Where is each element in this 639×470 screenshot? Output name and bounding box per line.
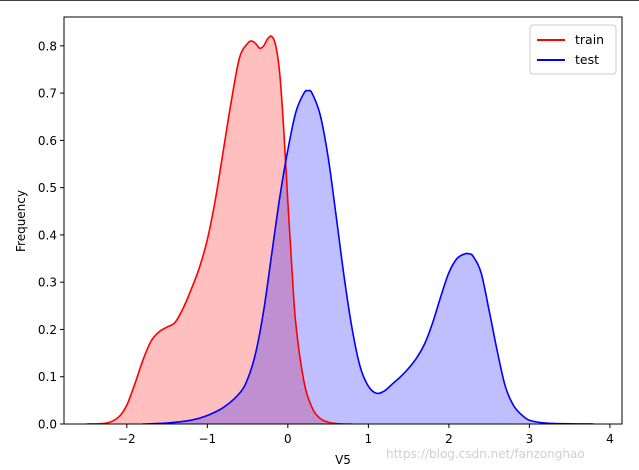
series-line-test bbox=[142, 89, 594, 424]
x-tick-label: −1 bbox=[198, 432, 216, 446]
plot-area bbox=[86, 35, 594, 424]
series-fill-test bbox=[142, 90, 594, 424]
watermark: https://blog.csdn.net/fanzonghao bbox=[386, 447, 585, 461]
x-tick-label: 0 bbox=[284, 432, 292, 446]
y-axis-label: Frequency bbox=[14, 190, 28, 252]
legend-label-train: train bbox=[575, 32, 604, 47]
x-tick-label: 2 bbox=[445, 432, 453, 446]
x-tick-label: 3 bbox=[526, 432, 534, 446]
legend: train test bbox=[529, 24, 617, 75]
top-border-rule bbox=[0, 0, 639, 1]
x-axis: −2 −1 0 1 2 3 4 bbox=[118, 424, 614, 446]
y-tick-label: 0.6 bbox=[38, 134, 57, 148]
y-axis: 0.0 0.1 0.2 0.3 0.4 0.5 0.6 0.7 0.8 bbox=[38, 39, 64, 432]
y-tick-label: 0.5 bbox=[38, 181, 57, 195]
series-fill-train bbox=[86, 36, 353, 424]
y-tick-label: 0.2 bbox=[38, 323, 57, 337]
legend-box bbox=[529, 24, 617, 75]
x-tick-label: 4 bbox=[606, 432, 614, 446]
series-line-train bbox=[86, 35, 353, 424]
y-tick-label: 0.3 bbox=[38, 276, 57, 290]
y-tick-label: 0.0 bbox=[38, 418, 57, 432]
y-tick-label: 0.4 bbox=[38, 228, 57, 242]
y-tick-label: 0.8 bbox=[38, 39, 57, 53]
x-axis-label: V5 bbox=[335, 453, 351, 467]
x-tick-label: −2 bbox=[118, 432, 136, 446]
plot-frame bbox=[63, 16, 623, 425]
x-tick-label: 1 bbox=[365, 432, 373, 446]
y-tick-label: 0.7 bbox=[38, 87, 57, 101]
legend-label-test: test bbox=[575, 52, 599, 67]
y-tick-label: 0.1 bbox=[38, 370, 57, 384]
